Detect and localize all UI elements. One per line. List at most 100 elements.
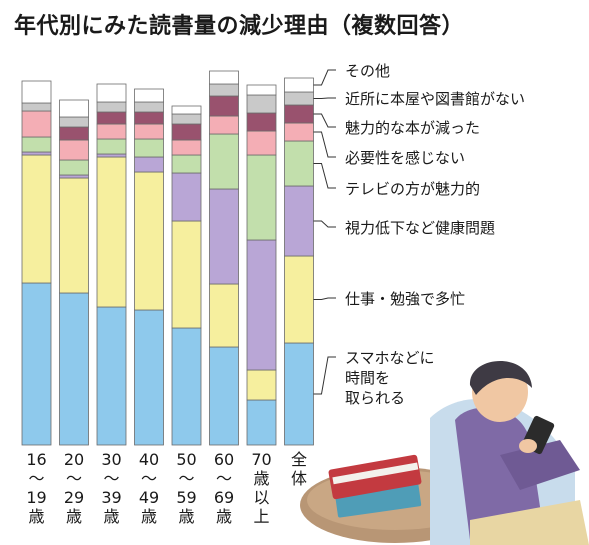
x-tick-label: 〜 (141, 469, 157, 488)
x-tick-label: 〜 (103, 469, 119, 488)
bar-segment-1-3 (21, 151, 52, 156)
legend-connector (313, 220, 336, 228)
bar-segment-2-3 (59, 174, 89, 179)
x-tick-label: 20 (64, 450, 84, 469)
bar-segment-1-1 (21, 282, 52, 446)
x-tick-label: 歳 (28, 507, 44, 526)
x-tick-label: 歳 (103, 507, 119, 526)
bar-segment-5-5 (171, 139, 202, 156)
bar-segment-3-1 (96, 306, 127, 446)
bar-segment-3-6 (96, 111, 127, 125)
x-tick-label: 〜 (66, 469, 82, 488)
bar-segment-4-7 (134, 101, 164, 113)
x-tick-label: 歳 (178, 507, 194, 526)
bar-segment-4-2 (134, 171, 164, 311)
bar-segment-7-8 (246, 84, 277, 96)
bars-group (21, 70, 314, 446)
bar-segment-6-4 (209, 133, 239, 190)
bar-segment-2-4 (59, 159, 89, 176)
bar-segment-2-8 (59, 99, 89, 118)
bar-segment-6-2 (209, 283, 239, 348)
legend-label: スマホなどに (345, 349, 435, 367)
bar-segment-3-3 (96, 153, 127, 158)
bar-segment-8-1 (284, 342, 314, 446)
bar-segment-8-5 (284, 122, 314, 142)
bar-segment-1-7 (21, 102, 52, 112)
bar-segment-6-5 (209, 115, 239, 135)
bar-segment-3-4 (96, 138, 127, 155)
bar-segment-7-7 (246, 94, 277, 114)
x-tick-label: 16 (26, 450, 46, 469)
x-tick-label: 〜 (216, 469, 232, 488)
bar-segment-4-6 (134, 111, 164, 125)
x-tick-label: 70 (251, 450, 271, 469)
legend-label: 取られる (345, 389, 405, 407)
legend-connector (313, 131, 336, 158)
bar-segment-8-7 (284, 91, 314, 106)
x-tick-label: 29 (64, 488, 84, 507)
bar-segment-8-8 (284, 77, 314, 93)
bar-segment-4-3 (134, 156, 164, 173)
bar-segment-3-5 (96, 123, 127, 140)
x-axis-labels: 16〜19歳20〜29歳30〜39歳40〜49歳50〜59歳60〜69歳70歳以… (26, 450, 307, 526)
bar-segment-6-6 (209, 95, 239, 117)
legend-connectors (313, 69, 336, 395)
bar-segment-6-8 (209, 70, 239, 85)
bar-segment-5-6 (171, 123, 202, 141)
x-tick-label: 歳 (141, 507, 157, 526)
x-tick-label: 体 (291, 469, 307, 488)
bar-segment-8-4 (284, 140, 314, 187)
x-tick-label: 49 (139, 488, 159, 507)
bar-segment-3-8 (96, 83, 127, 103)
x-tick-label: 〜 (28, 469, 44, 488)
bar-segment-5-2 (171, 220, 202, 329)
x-tick-label: 40 (139, 450, 159, 469)
bar-segment-2-6 (59, 126, 89, 141)
bar-segment-7-6 (246, 112, 277, 132)
legend-connector (313, 97, 336, 99)
legend-label: 近所に本屋や図書館がない (345, 90, 525, 108)
chart-title: 年代別にみた読書量の減少理由（複数回答） (14, 14, 465, 39)
bar-segment-7-5 (246, 130, 277, 156)
bar-segment-6-3 (209, 188, 239, 285)
x-tick-label: 69 (214, 488, 234, 507)
x-tick-label: 歳 (216, 507, 232, 526)
bar-segment-2-7 (59, 116, 89, 128)
bar-segment-5-7 (171, 113, 202, 125)
x-tick-label: 50 (176, 450, 196, 469)
bar-segment-5-1 (171, 327, 202, 446)
legend-label: 時間を (345, 369, 390, 387)
legend-connector (313, 163, 336, 189)
bar-segment-6-1 (209, 346, 239, 446)
legend-connector (313, 297, 336, 300)
reading-person-illustration (300, 360, 589, 545)
bar-segment-1-4 (21, 136, 52, 153)
bar-segment-5-8 (171, 105, 202, 115)
legend: その他近所に本屋や図書館がない魅力的な本が減った必要性を感じないテレビの方が魅力… (345, 62, 525, 407)
x-tick-label: 上 (253, 507, 269, 526)
legend-connector (313, 69, 336, 86)
x-tick-label: 全 (291, 450, 307, 469)
legend-connector (313, 356, 336, 395)
x-tick-label: 以 (253, 488, 269, 507)
legend-label: 視力低下など健康問題 (345, 219, 495, 237)
bar-segment-1-5 (21, 110, 52, 138)
bar-segment-7-4 (246, 154, 277, 241)
bar-segment-6-7 (209, 83, 239, 97)
bar-segment-1-2 (21, 154, 52, 284)
x-tick-label: 歳 (253, 469, 269, 488)
bar-segment-1-8 (21, 80, 52, 104)
x-tick-label: 60 (214, 450, 234, 469)
bar-segment-4-8 (134, 88, 164, 103)
x-tick-label: 19 (26, 488, 46, 507)
bar-segment-7-1 (246, 399, 277, 446)
bar-segment-2-5 (59, 139, 89, 161)
x-tick-label: 39 (101, 488, 121, 507)
legend-label: その他 (345, 62, 390, 80)
x-tick-label: 歳 (66, 507, 82, 526)
legend-label: 仕事・勉強で多忙 (345, 290, 465, 308)
x-tick-label: 30 (101, 450, 121, 469)
bar-segment-7-2 (246, 369, 277, 401)
bar-segment-8-6 (284, 104, 314, 124)
